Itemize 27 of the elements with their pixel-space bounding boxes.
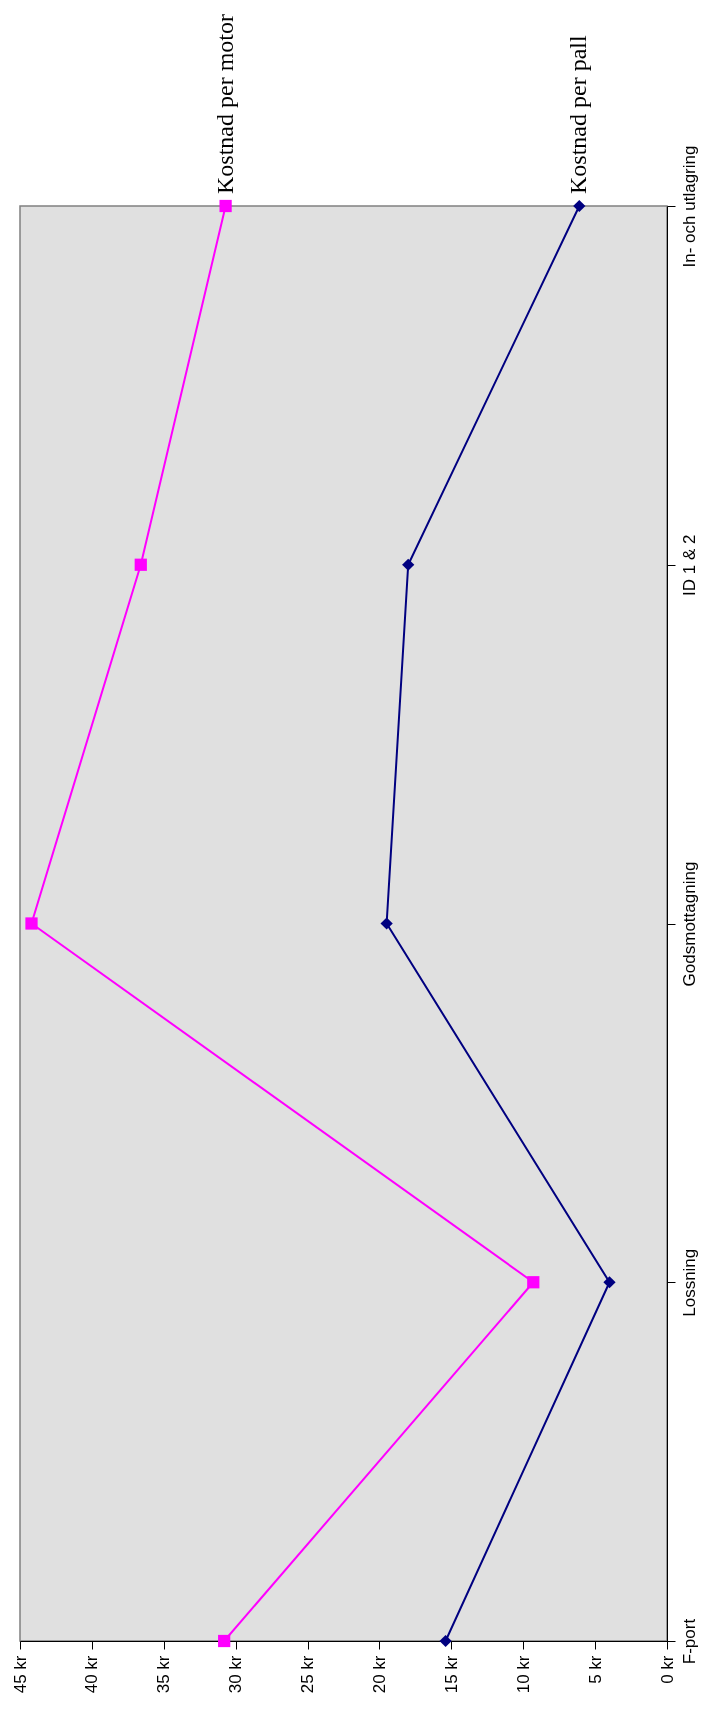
point [134, 558, 147, 571]
x-tick-label: 25 kr [298, 1655, 318, 1694]
x-tick-label: 0 kr [657, 1655, 677, 1684]
point [25, 917, 38, 930]
x-tick-label: 10 kr [513, 1655, 533, 1694]
y-tick-label: ID 1 & 2 [679, 534, 699, 596]
point [527, 1276, 540, 1289]
point [380, 917, 393, 930]
y-tick-label: Lossning [679, 1248, 699, 1317]
x-tick-label: 5 kr [585, 1655, 605, 1684]
point [603, 1276, 616, 1289]
x-tick-label: 20 kr [369, 1655, 389, 1694]
y-tick-label: F-port [679, 1618, 699, 1665]
point [218, 1634, 231, 1648]
x-tick-label: 35 kr [154, 1655, 174, 1694]
x-tick-label: 30 kr [226, 1655, 246, 1694]
text: Kostnad per motor [211, 14, 238, 194]
y-tick-label: In- och utlagring [679, 145, 699, 268]
y-tick-label: Godsmottagning [679, 861, 699, 987]
x-tick-label: 40 kr [82, 1655, 102, 1694]
x-tick-label: 45 kr [10, 1655, 30, 1694]
text: Kostnad per pall [565, 35, 592, 194]
x-tick-label: 15 kr [441, 1655, 461, 1694]
point [402, 558, 415, 571]
point [439, 1634, 452, 1648]
point [219, 199, 232, 213]
point [573, 199, 586, 213]
